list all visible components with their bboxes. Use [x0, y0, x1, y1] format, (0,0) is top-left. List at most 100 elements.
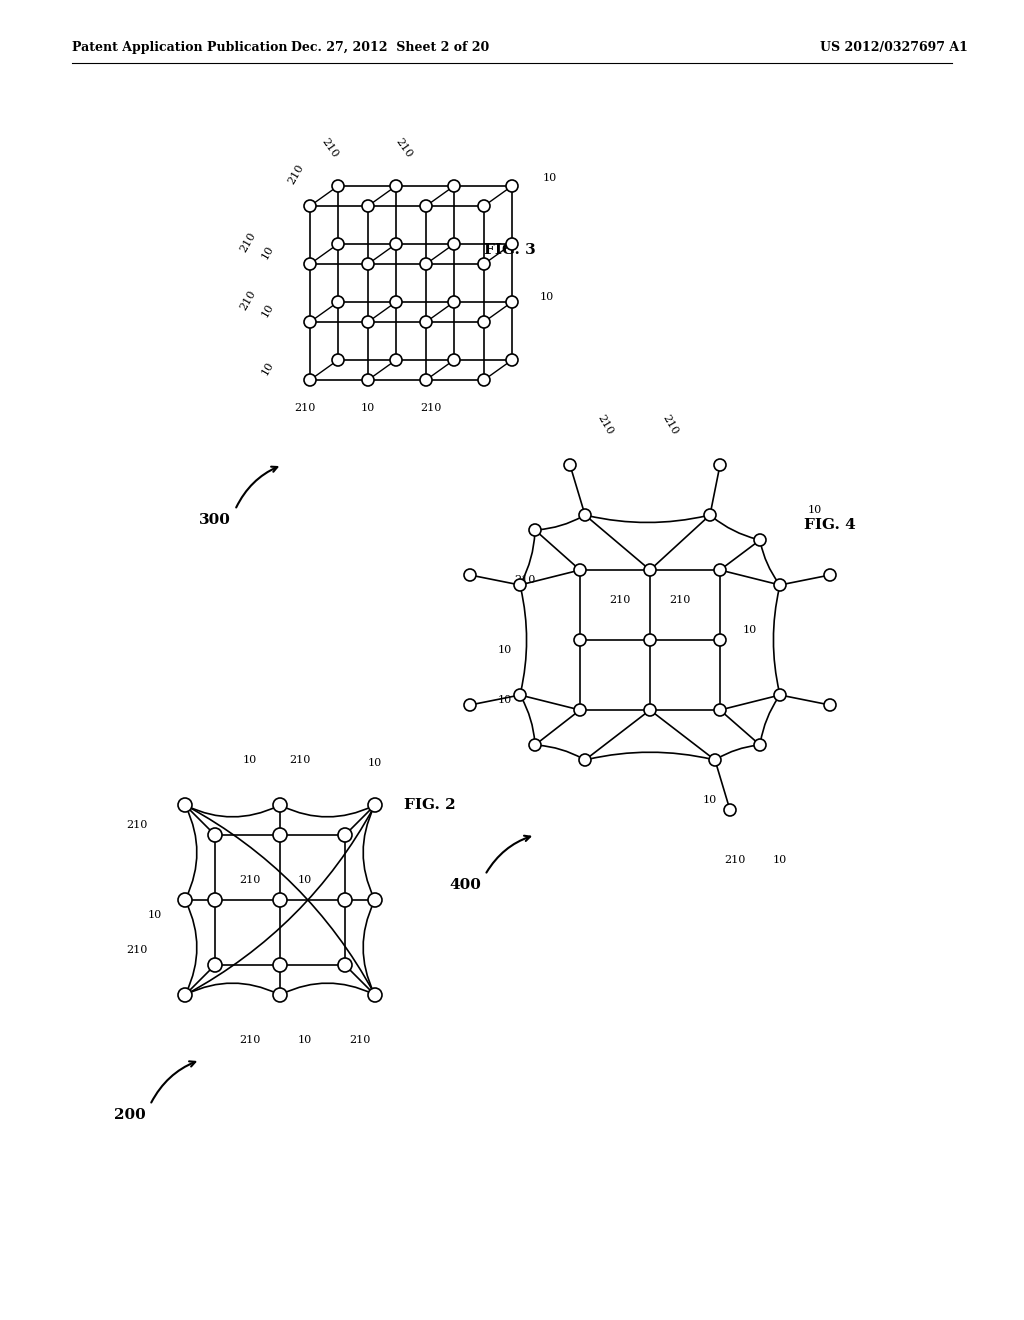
- Circle shape: [514, 579, 526, 591]
- Circle shape: [506, 354, 518, 366]
- Circle shape: [506, 238, 518, 249]
- Text: 10: 10: [360, 403, 375, 413]
- Text: 210: 210: [349, 1035, 371, 1045]
- Circle shape: [574, 634, 586, 645]
- Circle shape: [774, 579, 786, 591]
- Text: 210: 210: [294, 403, 315, 413]
- Circle shape: [514, 689, 526, 701]
- Circle shape: [724, 804, 736, 816]
- Text: 210: 210: [290, 755, 310, 766]
- Circle shape: [529, 524, 541, 536]
- Circle shape: [714, 459, 726, 471]
- Circle shape: [273, 828, 287, 842]
- Circle shape: [449, 354, 460, 366]
- Circle shape: [564, 459, 575, 471]
- Text: 10: 10: [368, 758, 382, 768]
- Circle shape: [362, 201, 374, 213]
- Text: 10: 10: [540, 292, 554, 302]
- Circle shape: [644, 564, 656, 576]
- Text: FIG. 3: FIG. 3: [484, 243, 536, 257]
- Circle shape: [273, 958, 287, 972]
- Circle shape: [824, 700, 836, 711]
- Circle shape: [362, 257, 374, 271]
- Circle shape: [304, 257, 316, 271]
- Text: US 2012/0327697 A1: US 2012/0327697 A1: [820, 41, 968, 54]
- Circle shape: [449, 296, 460, 308]
- Text: 10: 10: [702, 795, 717, 805]
- Text: 210: 210: [319, 136, 340, 160]
- Text: 10: 10: [498, 645, 512, 655]
- Circle shape: [574, 564, 586, 576]
- Circle shape: [420, 315, 432, 327]
- Text: 10: 10: [298, 875, 312, 884]
- Text: 10: 10: [260, 359, 275, 376]
- Circle shape: [368, 799, 382, 812]
- Circle shape: [332, 296, 344, 308]
- Text: 210: 210: [240, 1035, 261, 1045]
- Circle shape: [579, 754, 591, 766]
- Circle shape: [368, 987, 382, 1002]
- Circle shape: [824, 569, 836, 581]
- Circle shape: [390, 180, 402, 191]
- Circle shape: [304, 374, 316, 385]
- Text: 10: 10: [147, 909, 162, 920]
- Text: 10: 10: [773, 855, 787, 865]
- Text: Dec. 27, 2012  Sheet 2 of 20: Dec. 27, 2012 Sheet 2 of 20: [291, 41, 489, 54]
- Circle shape: [644, 704, 656, 715]
- Text: FIG. 4: FIG. 4: [804, 517, 856, 532]
- Circle shape: [304, 315, 316, 327]
- Circle shape: [332, 354, 344, 366]
- Circle shape: [709, 754, 721, 766]
- Circle shape: [208, 894, 222, 907]
- Circle shape: [714, 564, 726, 576]
- Text: 210: 210: [514, 576, 536, 585]
- Circle shape: [714, 704, 726, 715]
- Text: FIG. 2: FIG. 2: [404, 799, 456, 812]
- Circle shape: [208, 828, 222, 842]
- Circle shape: [449, 238, 460, 249]
- Circle shape: [390, 238, 402, 249]
- Circle shape: [464, 700, 476, 711]
- Circle shape: [420, 374, 432, 385]
- Text: 210: 210: [394, 136, 415, 160]
- Text: 210: 210: [724, 855, 745, 865]
- Circle shape: [574, 704, 586, 715]
- Circle shape: [208, 958, 222, 972]
- Circle shape: [420, 201, 432, 213]
- Text: 10: 10: [808, 506, 822, 515]
- Circle shape: [644, 634, 656, 645]
- Circle shape: [273, 799, 287, 812]
- Circle shape: [774, 689, 786, 701]
- Circle shape: [273, 894, 287, 907]
- Text: 10: 10: [742, 624, 757, 635]
- Circle shape: [390, 354, 402, 366]
- Text: 210: 210: [287, 162, 306, 186]
- Text: 200: 200: [114, 1107, 145, 1122]
- Circle shape: [579, 510, 591, 521]
- Circle shape: [338, 958, 352, 972]
- Circle shape: [362, 315, 374, 327]
- Circle shape: [478, 374, 490, 385]
- Text: 10: 10: [260, 301, 275, 318]
- Text: 210: 210: [660, 413, 680, 437]
- Text: 210: 210: [670, 595, 690, 605]
- Circle shape: [390, 296, 402, 308]
- Circle shape: [464, 569, 476, 581]
- Circle shape: [368, 894, 382, 907]
- Circle shape: [506, 180, 518, 191]
- Circle shape: [714, 634, 726, 645]
- Circle shape: [478, 315, 490, 327]
- Text: 210: 210: [595, 413, 614, 437]
- Text: 300: 300: [199, 513, 231, 527]
- Circle shape: [754, 739, 766, 751]
- Circle shape: [529, 739, 541, 751]
- Text: 10: 10: [243, 755, 257, 766]
- Circle shape: [705, 510, 716, 521]
- Text: 210: 210: [240, 875, 261, 884]
- Circle shape: [449, 180, 460, 191]
- Circle shape: [754, 535, 766, 546]
- Circle shape: [178, 894, 193, 907]
- Circle shape: [273, 987, 287, 1002]
- Circle shape: [332, 180, 344, 191]
- Text: 10: 10: [543, 173, 557, 183]
